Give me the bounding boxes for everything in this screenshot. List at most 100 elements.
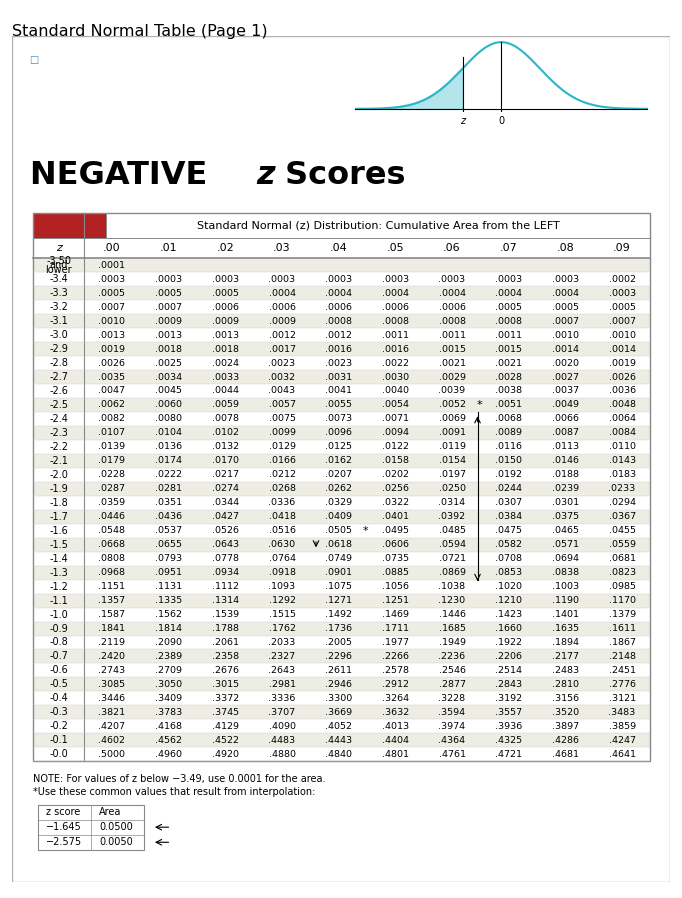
Text: .1271: .1271 [325, 596, 352, 605]
Bar [33, 524, 651, 538]
Bar [33, 734, 651, 747]
Text: NOTE: For values of z below −3.49, use 0.0001 for the area.: NOTE: For values of z below −3.49, use 0… [33, 774, 326, 785]
Text: .0274: .0274 [212, 484, 239, 493]
Text: .0005: .0005 [98, 288, 125, 297]
Text: .3821: .3821 [98, 708, 125, 717]
Text: .0239: .0239 [552, 484, 579, 493]
Text: .0019: .0019 [608, 358, 636, 367]
Text: -1.0: -1.0 [49, 610, 68, 620]
Text: .0102: .0102 [212, 428, 239, 437]
Text: -2.8: -2.8 [49, 358, 68, 368]
Text: .0217: .0217 [212, 471, 239, 480]
Text: .0655: .0655 [155, 541, 182, 550]
Text: .0014: .0014 [552, 345, 579, 354]
Text: .0192: .0192 [495, 471, 522, 480]
Text: .0018: .0018 [155, 345, 182, 354]
Text: .0735: .0735 [382, 554, 409, 563]
Text: .1894: .1894 [552, 638, 579, 647]
Text: .0026: .0026 [98, 358, 125, 367]
Text: .0003: .0003 [608, 288, 636, 297]
Text: .2578: .2578 [382, 666, 409, 675]
Text: .0071: .0071 [382, 414, 409, 424]
Text: .1038: .1038 [439, 582, 466, 591]
Text: .0062: .0062 [98, 401, 125, 409]
Text: .0495: .0495 [382, 526, 409, 535]
Text: -3.3: -3.3 [49, 288, 68, 298]
Text: .0009: .0009 [212, 317, 239, 326]
Text: .4483: .4483 [269, 735, 295, 744]
Text: .0040: .0040 [382, 386, 409, 395]
Text: .3783: .3783 [155, 708, 182, 717]
Text: .0256: .0256 [382, 484, 409, 493]
Text: .0078: .0078 [212, 414, 239, 424]
Text: .07: .07 [500, 242, 518, 253]
Text: .3897: .3897 [552, 722, 579, 731]
Text: .1685: .1685 [439, 624, 466, 633]
Bar [33, 566, 651, 579]
Bar [33, 691, 651, 705]
Text: NEGATIVE: NEGATIVE [29, 160, 218, 191]
Text: .0024: .0024 [212, 358, 239, 367]
Text: .4960: .4960 [155, 750, 182, 759]
Text: .0207: .0207 [325, 471, 352, 480]
Text: .0409: .0409 [325, 512, 352, 521]
Text: .0154: .0154 [439, 456, 466, 465]
Text: .0005: .0005 [155, 288, 182, 297]
Text: .06: .06 [443, 242, 461, 253]
Text: .0244: .0244 [495, 484, 522, 493]
Text: .0418: .0418 [269, 512, 295, 521]
Text: .2033: .2033 [269, 638, 295, 647]
Text: .2981: .2981 [269, 680, 295, 689]
Text: -3.50: -3.50 [46, 256, 71, 266]
Text: .3192: .3192 [495, 694, 522, 703]
Text: .3520: .3520 [552, 708, 579, 717]
Text: .0004: .0004 [439, 288, 466, 297]
Text: .0011: .0011 [382, 330, 409, 339]
Text: -0.9: -0.9 [49, 623, 68, 633]
Text: .4052: .4052 [325, 722, 352, 731]
Bar [33, 440, 651, 453]
Text: .0016: .0016 [382, 345, 409, 354]
Text: .1292: .1292 [269, 596, 295, 605]
Text: .0150: .0150 [495, 456, 522, 465]
Text: .0048: .0048 [608, 401, 636, 409]
Text: .0059: .0059 [212, 401, 239, 409]
Text: .0094: .0094 [382, 428, 409, 437]
Text: .0250: .0250 [439, 484, 466, 493]
Text: .0069: .0069 [439, 414, 466, 424]
Text: z: z [56, 242, 61, 253]
Text: .4404: .4404 [382, 735, 409, 744]
Text: .4364: .4364 [439, 735, 466, 744]
Text: -0.7: -0.7 [49, 651, 68, 662]
Text: z: z [460, 117, 465, 127]
Text: .4247: .4247 [608, 735, 636, 744]
Text: .0197: .0197 [439, 471, 466, 480]
Text: .0060: .0060 [155, 401, 182, 409]
Text: .4880: .4880 [269, 750, 295, 759]
Text: .0526: .0526 [212, 526, 239, 535]
Text: .02: .02 [216, 242, 234, 253]
Text: .0107: .0107 [98, 428, 125, 437]
Text: .0384: .0384 [495, 512, 522, 521]
Text: .0028: .0028 [495, 373, 522, 382]
Text: -1.7: -1.7 [49, 512, 68, 522]
Text: .2061: .2061 [212, 638, 239, 647]
Text: .09: .09 [613, 242, 631, 253]
Text: .0427: .0427 [212, 512, 239, 521]
Text: 0.0050: 0.0050 [100, 837, 133, 848]
Text: .3974: .3974 [439, 722, 466, 731]
Text: -2.2: -2.2 [49, 442, 68, 452]
Bar [33, 468, 651, 482]
Text: −1.645: −1.645 [46, 823, 82, 832]
Text: .0174: .0174 [155, 456, 182, 465]
Text: .1020: .1020 [495, 582, 522, 591]
Text: .2776: .2776 [608, 680, 636, 689]
Bar [33, 314, 651, 328]
Text: .0475: .0475 [495, 526, 522, 535]
Text: -0.8: -0.8 [49, 638, 68, 647]
Text: -1.3: -1.3 [49, 568, 68, 577]
Text: .0004: .0004 [325, 288, 352, 297]
Text: .0005: .0005 [608, 303, 636, 312]
Text: .3707: .3707 [269, 708, 295, 717]
Text: .2005: .2005 [325, 638, 352, 647]
